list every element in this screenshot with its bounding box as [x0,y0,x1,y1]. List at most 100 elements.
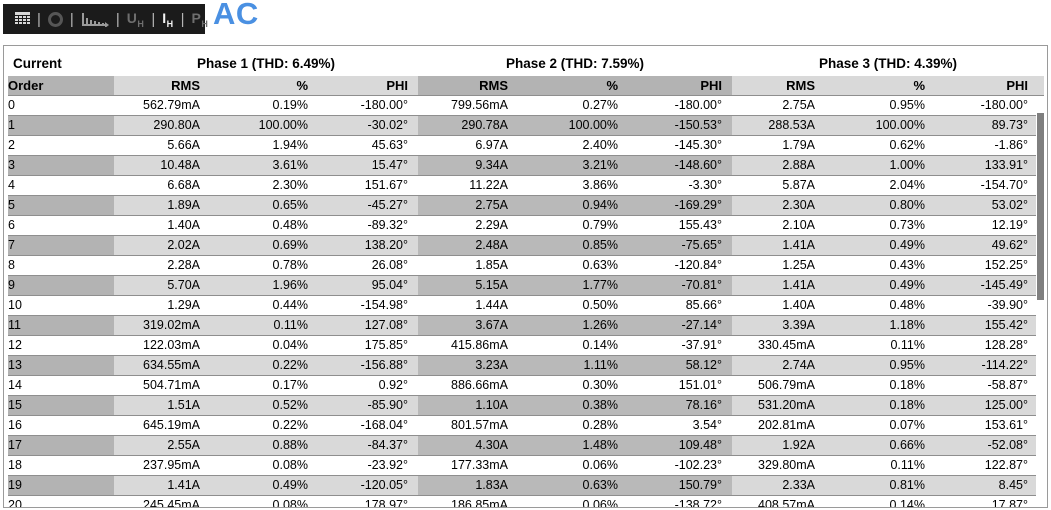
value-cell: 0.94% [518,195,628,216]
value-cell: 0.22% [210,415,318,436]
table-row: 2 5.66A 1.94% 45.63° 6.97A 2.40% -145.30° 1.79A… [8,135,1044,156]
value-cell: 1.40A [114,215,210,236]
column-header-pct: % [825,76,935,96]
value-cell: 2.30% [210,175,318,196]
value-cell: 0.06% [518,495,628,507]
order-cell: 8 [8,255,114,276]
value-cell: 0.11% [210,315,318,336]
value-cell: 177.33mA [418,455,518,476]
voltage-harmonics-button[interactable]: UH [121,6,151,32]
value-cell: 89.73° [935,115,1044,136]
value-cell: 290.80A [114,115,210,136]
value-cell: 1.00% [825,155,935,176]
table-row: 20 245.45mA 0.08% 178.97° 186.85mA 0.06% -138.… [8,495,1044,507]
value-cell: 2.33A [732,475,825,496]
value-cell: 0.50% [518,295,628,316]
value-cell: 2.88A [732,155,825,176]
harmonics-table-container: Current Phase 1 (THD: 6.49%) Phase 2 (TH… [3,45,1048,508]
value-cell: 408.57mA [732,495,825,507]
order-cell: 2 [8,135,114,156]
value-cell: 3.61% [210,155,318,176]
value-cell: 0.17% [210,375,318,396]
table-row: 16 645.19mA 0.22% -168.04° 801.57mA 0.28% 3.54… [8,415,1044,436]
value-cell: -102.23° [628,455,732,476]
order-cell: 12 [8,335,114,356]
value-cell: 0.88% [210,435,318,456]
value-cell: 1.40A [732,295,825,316]
value-cell: 2.55A [114,435,210,456]
value-cell: 2.28A [114,255,210,276]
value-cell: 2.74A [732,355,825,376]
value-cell: 3.21% [518,155,628,176]
value-cell: 504.71mA [114,375,210,396]
column-header-rms: RMS [114,76,210,96]
value-cell: -180.00° [628,95,732,116]
value-cell: 3.23A [418,355,518,376]
table-row: 6 1.40A 0.48% -89.32° 2.29A 0.79% 155.43° 2.10A… [8,215,1044,236]
column-header-rms: RMS [732,76,825,96]
scrollbar-thumb[interactable] [1037,113,1044,300]
current-harmonics-label: IH [162,9,174,29]
value-cell: -120.05° [318,475,418,496]
table-row: 5 1.89A 0.65% -45.27° 2.75A 0.94% -169.29° 2.30… [8,195,1044,216]
value-cell: 531.20mA [732,395,825,416]
voltage-harmonics-label: UH [126,9,145,29]
value-cell: 175.85° [318,335,418,356]
value-cell: 0.44% [210,295,318,316]
value-cell: 3.67A [418,315,518,336]
value-cell: 133.91° [935,155,1044,176]
value-cell: 0.14% [518,335,628,356]
order-cell: 4 [8,175,114,196]
value-cell: -58.87° [935,375,1044,396]
value-cell: 1.85A [418,255,518,276]
value-cell: 0.63% [518,255,628,276]
value-cell: 0.92° [318,375,418,396]
table-row: 12 122.03mA 0.04% 175.85° 415.86mA 0.14% -37.9… [8,335,1044,356]
toolbar-separator: | [180,10,185,28]
value-cell: 12.19° [935,215,1044,236]
value-cell: 1.48% [518,435,628,456]
toolbar: | | | UH | IH | PH [3,4,208,34]
scrollbar-track[interactable] [1036,96,1045,506]
phase-header-row: Current Phase 1 (THD: 6.49%) Phase 2 (TH… [8,52,1044,76]
phase2-header: Phase 2 (THD: 7.59%) [418,52,732,76]
value-cell: 330.45mA [732,335,825,356]
value-cell: 9.34A [418,155,518,176]
value-cell: 562.79mA [114,95,210,116]
value-cell: -45.27° [318,195,418,216]
value-cell: -23.92° [318,455,418,476]
value-cell: -150.53° [628,115,732,136]
value-cell: 3.39A [732,315,825,336]
value-cell: 49.62° [935,235,1044,256]
column-header-order: Order [8,76,114,96]
power-harmonics-label: PH [191,9,209,29]
value-cell: 2.40% [518,135,628,156]
table-row: 0 562.79mA 0.19% -180.00° 799.56mA 0.27% -180.… [8,95,1044,116]
order-cell: 15 [8,395,114,416]
value-cell: 100.00% [210,115,318,136]
value-cell: 127.08° [318,315,418,336]
value-cell: 0.30% [518,375,628,396]
current-harmonics-button[interactable]: IH [156,6,179,32]
table-view-button[interactable] [9,6,36,32]
value-cell: 0.52% [210,395,318,416]
value-cell: 1.83A [418,475,518,496]
value-cell: 1.44A [418,295,518,316]
value-cell: 1.25A [732,255,825,276]
value-cell: 152.25° [935,255,1044,276]
harmonics-plot-button[interactable] [75,6,115,32]
value-cell: 1.51A [114,395,210,416]
value-cell: -180.00° [318,95,418,116]
value-cell: 100.00% [518,115,628,136]
refresh-button[interactable] [42,6,69,32]
value-cell: 1.26% [518,315,628,336]
value-cell: 2.29A [418,215,518,236]
value-cell: 0.66% [825,435,935,456]
value-cell: 150.79° [628,475,732,496]
value-cell: 0.79% [518,215,628,236]
toolbar-separator: | [115,10,120,28]
power-harmonics-button[interactable]: PH [186,6,215,32]
order-cell: 3 [8,155,114,176]
value-cell: 799.56mA [418,95,518,116]
order-cell: 6 [8,215,114,236]
